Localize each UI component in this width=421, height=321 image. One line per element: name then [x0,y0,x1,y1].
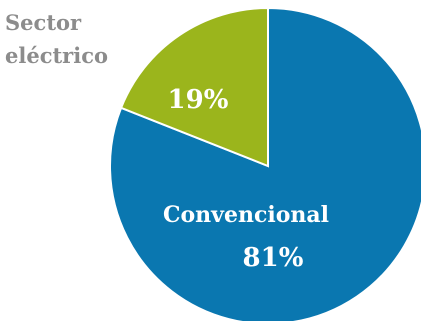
slice-value-sector-electrico: 19% [168,85,229,115]
sector-electrico-label-line2: eléctrico [5,43,108,68]
sector-electrico-label-line1: Sector [5,10,82,35]
pie-labels: Convencional 81% 19% [163,85,329,273]
slice-value-convencional: 81% [243,243,304,273]
slice-label-convencional: Convencional [163,202,329,228]
sector-electrico-label: Sector eléctrico [5,10,108,68]
pie-slices [109,6,421,321]
pie-slice-sector-electrico [119,6,269,168]
pie-slice-convencional [109,6,421,321]
